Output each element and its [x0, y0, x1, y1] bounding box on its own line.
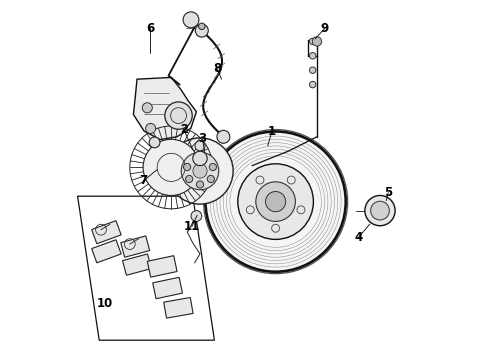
Polygon shape: [92, 221, 121, 244]
Circle shape: [196, 24, 208, 37]
Circle shape: [312, 37, 321, 46]
Circle shape: [365, 195, 395, 226]
Text: 4: 4: [354, 231, 363, 244]
Text: 8: 8: [213, 62, 221, 75]
Polygon shape: [164, 297, 193, 318]
Circle shape: [266, 192, 286, 212]
Text: 10: 10: [97, 297, 113, 310]
Polygon shape: [122, 254, 151, 275]
Polygon shape: [133, 77, 196, 140]
Circle shape: [196, 181, 204, 188]
Polygon shape: [147, 256, 177, 277]
Circle shape: [193, 151, 207, 166]
Circle shape: [310, 53, 316, 59]
Circle shape: [142, 103, 152, 113]
Circle shape: [256, 182, 295, 221]
Circle shape: [209, 163, 217, 171]
Circle shape: [205, 131, 346, 272]
Circle shape: [181, 152, 219, 190]
Text: 5: 5: [384, 186, 392, 199]
Circle shape: [186, 175, 193, 183]
Text: 2: 2: [180, 123, 188, 136]
Circle shape: [143, 139, 199, 195]
Polygon shape: [153, 277, 182, 299]
Circle shape: [191, 211, 202, 221]
Circle shape: [217, 130, 230, 143]
Circle shape: [195, 141, 205, 151]
Circle shape: [146, 123, 156, 134]
Text: 7: 7: [140, 174, 147, 187]
Polygon shape: [92, 240, 121, 263]
Text: 6: 6: [146, 22, 154, 35]
Circle shape: [193, 164, 207, 178]
Text: 9: 9: [321, 22, 329, 35]
Circle shape: [310, 38, 316, 45]
Circle shape: [149, 137, 160, 148]
Circle shape: [183, 12, 199, 28]
Text: 1: 1: [268, 125, 276, 138]
Circle shape: [310, 67, 316, 73]
Polygon shape: [121, 236, 149, 257]
Circle shape: [370, 201, 390, 220]
Circle shape: [184, 163, 191, 171]
Circle shape: [310, 81, 316, 88]
Circle shape: [207, 175, 215, 183]
Circle shape: [167, 138, 233, 204]
Circle shape: [198, 23, 205, 30]
Text: 11: 11: [184, 220, 200, 233]
Circle shape: [165, 102, 192, 129]
Circle shape: [238, 164, 314, 239]
Text: 3: 3: [198, 132, 207, 145]
